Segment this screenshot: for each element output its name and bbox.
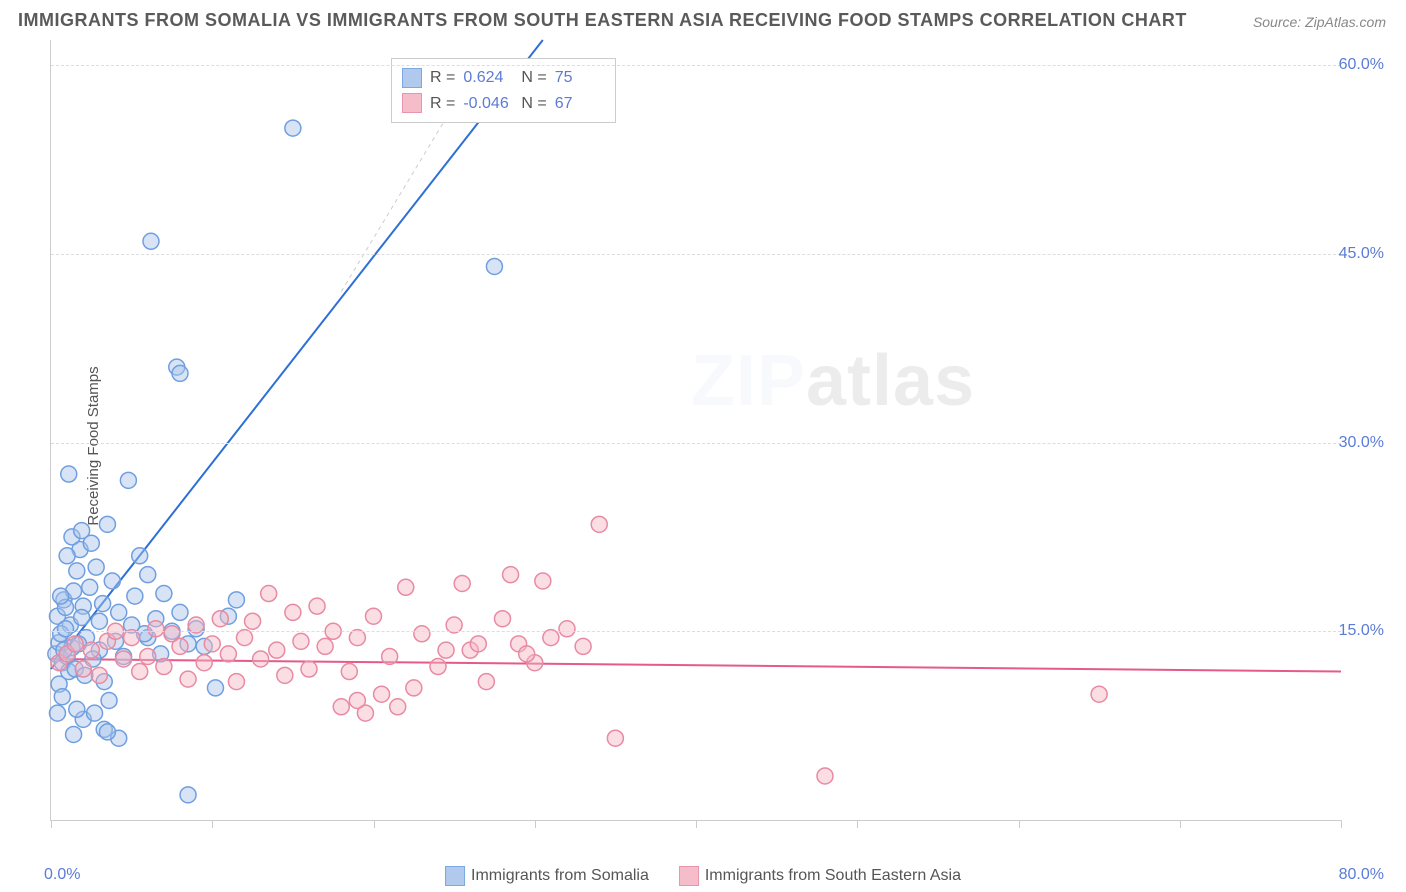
stats-row-2: R = -0.046 N = 67 bbox=[402, 91, 605, 117]
x-tick bbox=[535, 820, 536, 828]
grid-line bbox=[51, 65, 1341, 66]
x-tick bbox=[1019, 820, 1020, 828]
legend-item-1: Immigrants from Somalia bbox=[445, 866, 649, 886]
legend-label-1: Immigrants from Somalia bbox=[471, 867, 649, 885]
x-tick bbox=[1180, 820, 1181, 828]
legend-label-2: Immigrants from South Eastern Asia bbox=[705, 867, 961, 885]
stats-swatch-2 bbox=[402, 93, 422, 113]
y-tick-label: 45.0% bbox=[1339, 245, 1384, 263]
y-tick-label: 60.0% bbox=[1339, 56, 1384, 74]
stats-swatch-1 bbox=[402, 68, 422, 88]
plot-area: ZIPatlas R = 0.624 N = 75 R = -0.046 N =… bbox=[50, 40, 1341, 821]
stats-row-1: R = 0.624 N = 75 bbox=[402, 65, 605, 91]
x-axis-max-label: 80.0% bbox=[1339, 866, 1384, 884]
y-tick-label: 15.0% bbox=[1339, 622, 1384, 640]
chart-container: IMMIGRANTS FROM SOMALIA VS IMMIGRANTS FR… bbox=[0, 0, 1406, 892]
x-axis-min-label: 0.0% bbox=[44, 866, 80, 884]
stats-box: R = 0.624 N = 75 R = -0.046 N = 67 bbox=[391, 58, 616, 123]
legend: Immigrants from Somalia Immigrants from … bbox=[445, 866, 961, 886]
y-tick-label: 30.0% bbox=[1339, 434, 1384, 452]
grid-line bbox=[51, 631, 1341, 632]
x-tick bbox=[1341, 820, 1342, 828]
grid-line bbox=[51, 254, 1341, 255]
chart-title: IMMIGRANTS FROM SOMALIA VS IMMIGRANTS FR… bbox=[18, 10, 1187, 31]
x-tick bbox=[696, 820, 697, 828]
source-label: Source: ZipAtlas.com bbox=[1253, 14, 1386, 30]
x-tick bbox=[51, 820, 52, 828]
legend-swatch-2 bbox=[679, 866, 699, 886]
scatter-plot-svg bbox=[51, 40, 1341, 820]
legend-item-2: Immigrants from South Eastern Asia bbox=[679, 866, 961, 886]
x-tick bbox=[374, 820, 375, 828]
legend-swatch-1 bbox=[445, 866, 465, 886]
grid-line bbox=[51, 443, 1341, 444]
x-tick bbox=[857, 820, 858, 828]
x-tick bbox=[212, 820, 213, 828]
